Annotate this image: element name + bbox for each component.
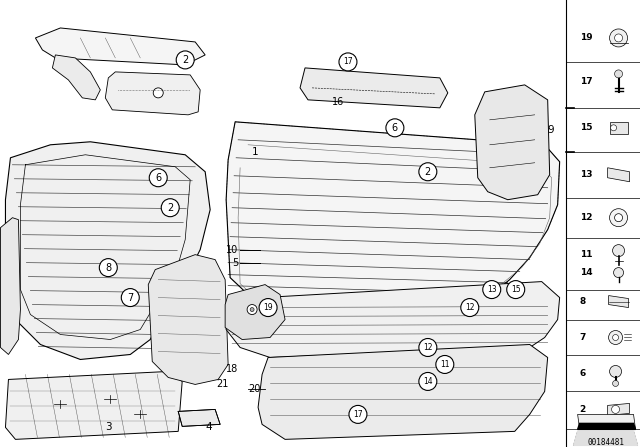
Text: 8: 8	[105, 263, 111, 273]
Circle shape	[161, 199, 179, 217]
Polygon shape	[6, 371, 182, 439]
Text: 19: 19	[580, 34, 592, 43]
Text: 18: 18	[226, 365, 238, 375]
Circle shape	[436, 355, 454, 374]
Polygon shape	[573, 431, 637, 445]
Text: 2: 2	[167, 202, 173, 213]
Text: 10: 10	[226, 245, 238, 254]
Text: 12: 12	[465, 303, 474, 312]
Text: 19: 19	[263, 303, 273, 312]
Text: 4: 4	[205, 422, 212, 432]
Text: 1: 1	[252, 147, 259, 157]
Text: 7: 7	[580, 333, 586, 342]
Circle shape	[250, 308, 254, 311]
Polygon shape	[225, 284, 285, 340]
Text: 13: 13	[487, 285, 497, 294]
Circle shape	[483, 280, 500, 298]
Text: 17: 17	[343, 57, 353, 66]
Text: 15: 15	[580, 123, 592, 132]
Text: 2: 2	[425, 167, 431, 177]
Circle shape	[609, 366, 621, 378]
Circle shape	[609, 29, 628, 47]
Circle shape	[339, 53, 357, 71]
Text: 17: 17	[353, 410, 363, 419]
Circle shape	[507, 280, 525, 298]
Circle shape	[612, 245, 625, 257]
Circle shape	[122, 289, 140, 306]
Text: 13: 13	[580, 170, 592, 179]
Text: 15: 15	[511, 285, 520, 294]
Polygon shape	[178, 409, 220, 426]
Circle shape	[614, 34, 623, 42]
Circle shape	[609, 331, 623, 345]
Text: 5: 5	[232, 258, 238, 267]
Circle shape	[259, 298, 277, 317]
Polygon shape	[106, 72, 200, 115]
Polygon shape	[6, 142, 210, 359]
Text: 17: 17	[580, 78, 592, 86]
Text: 6: 6	[155, 173, 161, 183]
Text: 12: 12	[423, 343, 433, 352]
Text: 11: 11	[440, 360, 449, 369]
Polygon shape	[607, 403, 630, 415]
Text: 12: 12	[580, 213, 592, 222]
Polygon shape	[148, 254, 228, 384]
Text: 14: 14	[580, 268, 592, 277]
Polygon shape	[300, 68, 448, 108]
Polygon shape	[1, 218, 20, 354]
Polygon shape	[573, 431, 637, 445]
Circle shape	[153, 88, 163, 98]
Circle shape	[149, 169, 167, 187]
Polygon shape	[475, 85, 550, 200]
Text: 7: 7	[127, 293, 133, 302]
Text: 20: 20	[248, 384, 260, 394]
Polygon shape	[578, 423, 636, 429]
Circle shape	[612, 335, 619, 340]
Text: 3: 3	[105, 422, 111, 432]
Circle shape	[612, 380, 619, 387]
Text: 2: 2	[580, 405, 586, 414]
Polygon shape	[35, 28, 205, 65]
Polygon shape	[52, 55, 100, 100]
Text: 00184481: 00184481	[587, 438, 624, 447]
Polygon shape	[607, 168, 630, 182]
Circle shape	[419, 339, 437, 357]
Text: 6: 6	[580, 369, 586, 378]
Polygon shape	[609, 122, 628, 134]
Circle shape	[176, 51, 194, 69]
Circle shape	[386, 119, 404, 137]
Circle shape	[349, 405, 367, 423]
Circle shape	[614, 70, 623, 78]
Text: 8: 8	[580, 297, 586, 306]
Text: 14: 14	[423, 377, 433, 386]
Text: 9: 9	[547, 125, 554, 135]
Circle shape	[419, 163, 437, 181]
Polygon shape	[258, 345, 548, 439]
Polygon shape	[578, 414, 636, 429]
Circle shape	[99, 258, 117, 276]
Circle shape	[419, 372, 437, 391]
Circle shape	[247, 305, 257, 314]
Text: 11: 11	[580, 250, 592, 259]
Polygon shape	[226, 282, 559, 358]
Circle shape	[611, 125, 616, 131]
Text: 21: 21	[216, 379, 228, 389]
Circle shape	[614, 214, 623, 222]
Circle shape	[614, 267, 623, 278]
Circle shape	[609, 209, 628, 227]
Text: 6: 6	[392, 123, 398, 133]
Text: 16: 16	[332, 97, 344, 107]
Text: 2: 2	[182, 55, 188, 65]
Polygon shape	[609, 296, 628, 308]
Circle shape	[461, 298, 479, 317]
Circle shape	[612, 405, 620, 414]
Polygon shape	[226, 122, 559, 308]
